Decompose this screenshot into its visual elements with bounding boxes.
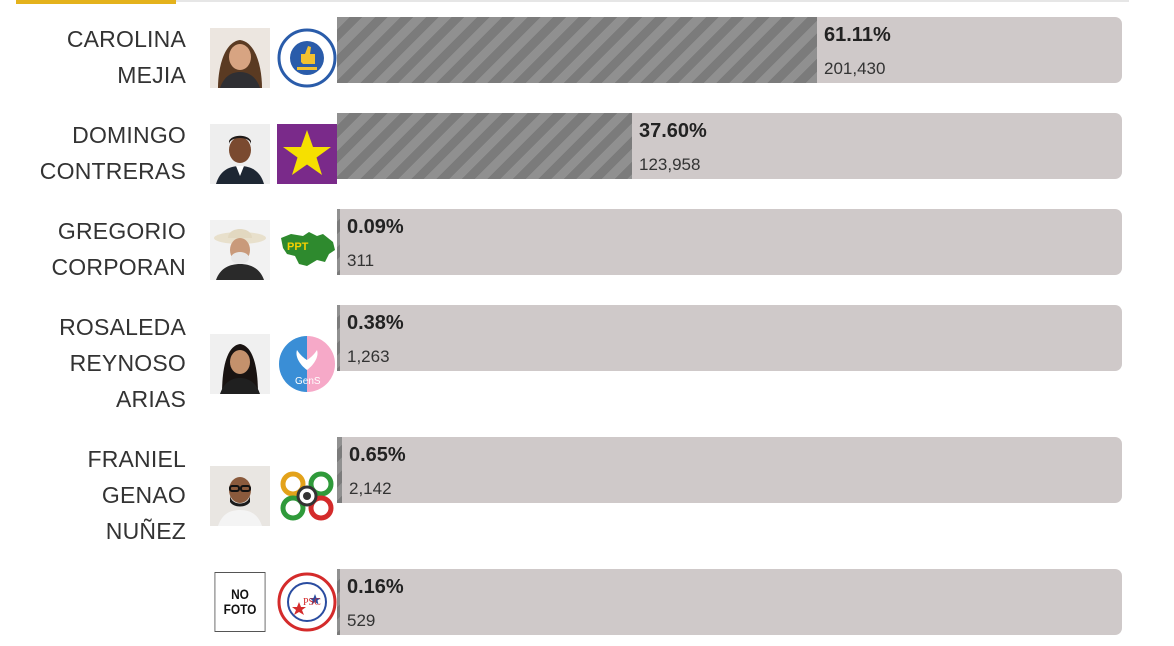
vote-count: 201,430 (824, 59, 886, 78)
candidate-name-line: ROSALEDA (59, 314, 186, 340)
vote-bar: 0.65% 2,142 (337, 437, 1122, 503)
top-divider (16, 0, 1129, 2)
no-photo-text: FOTO (223, 601, 257, 617)
vote-percent: 0.65% (349, 444, 406, 466)
candidate-name-line: FRANIEL (87, 446, 186, 472)
candidate-name-line: CAROLINA (66, 26, 186, 52)
prm-party-logo (277, 28, 337, 88)
vote-bar: 37.60% 123,958 (337, 113, 1122, 179)
svg-text:PPT: PPT (287, 241, 309, 253)
vote-count: 1,263 (347, 347, 390, 366)
candidate-photo (210, 124, 270, 184)
svg-text:GenS: GenS (295, 376, 321, 387)
candidate-name-line: CORPORAN (51, 254, 186, 280)
candidate-name-line: REYNOSO (69, 350, 186, 376)
candidate-name-line: CONTRERAS (39, 158, 186, 184)
vote-count: 529 (347, 611, 376, 630)
candidate-photo (210, 220, 270, 280)
vote-bar: 0.16% 529 (337, 569, 1122, 635)
candidate-name: ROSALEDA REYNOSO ARIAS (59, 309, 186, 417)
candidate-name: FRANIEL GENAO NUÑEZ (87, 441, 186, 549)
opcion-democratica-logo (277, 466, 337, 526)
candidate-name: DOMINGO CONTRERAS (40, 117, 186, 189)
no-photo-text: NO (231, 586, 249, 602)
pld-star-logo (277, 124, 337, 184)
candidate-photo (210, 28, 270, 88)
ppt-party-logo: PPT (277, 220, 337, 280)
vote-bar-fill (337, 209, 340, 275)
psc-party-logo: PSC (277, 572, 337, 632)
vote-count: 2,142 (349, 479, 392, 498)
candidate-name-line: GENAO (101, 482, 186, 508)
vote-bar-fill (337, 437, 342, 503)
candidate-name-line: NUÑEZ (105, 518, 186, 544)
vote-count: 311 (347, 251, 375, 270)
vote-bar: 0.09% 311 (337, 209, 1122, 275)
gens-party-logo: GenS (277, 334, 337, 394)
candidate-name-line: GREGORIO (57, 218, 186, 244)
candidate-photo (210, 466, 270, 526)
vote-count: 123,958 (639, 155, 701, 174)
vote-bar-fill (337, 17, 817, 83)
svg-text:PSC: PSC (303, 597, 321, 608)
candidate-name-line: MEJIA (117, 62, 186, 88)
candidate-name: GREGORIO CORPORAN (51, 213, 186, 285)
vote-percent: 61.11% (824, 24, 891, 46)
vote-bar-fill (337, 569, 340, 635)
candidate-name-line: ARIAS (115, 386, 186, 412)
candidate-name-line: DOMINGO (72, 122, 186, 148)
vote-percent: 0.38% (347, 312, 404, 334)
candidate-photo (210, 334, 270, 394)
vote-bar-fill (337, 305, 340, 371)
candidate-name: CAROLINA MEJIA (67, 21, 186, 93)
vote-percent: 0.09% (347, 216, 404, 238)
vote-percent: 37.60% (639, 120, 707, 142)
vote-percent: 0.16% (347, 576, 404, 598)
no-photo-placeholder: NO FOTO (214, 572, 266, 632)
active-tab-indicator (16, 0, 176, 4)
vote-bar-fill (337, 113, 632, 179)
vote-bar: 0.38% 1,263 (337, 305, 1122, 371)
vote-bar: 61.11% 201,430 (337, 17, 1122, 83)
